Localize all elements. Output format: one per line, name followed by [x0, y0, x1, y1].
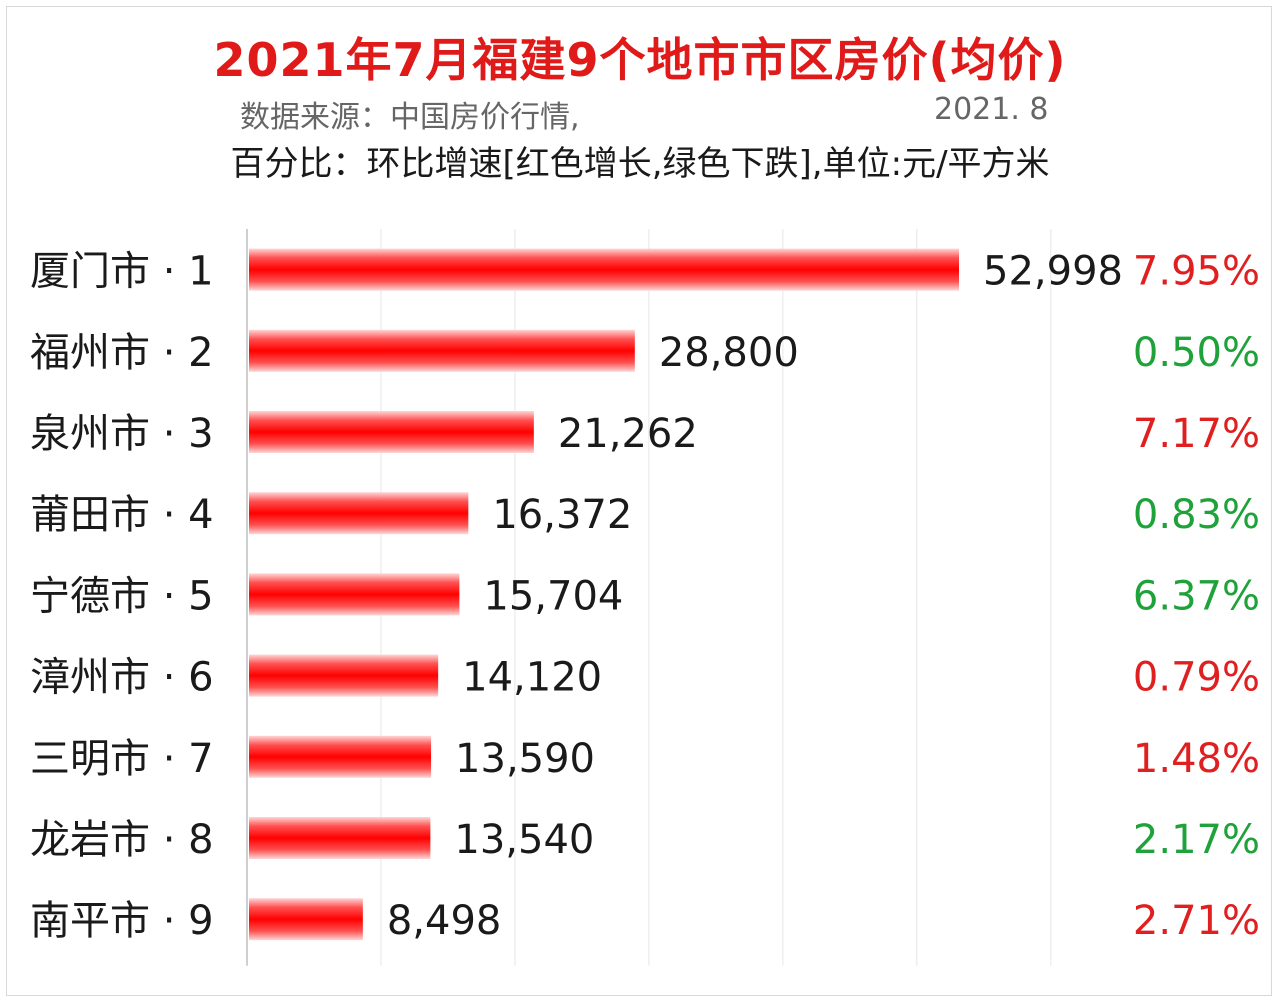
value-label: 21,262 — [558, 411, 698, 457]
chart-frame — [6, 6, 1272, 996]
value-label: 13,540 — [454, 817, 594, 863]
value-label: 15,704 — [483, 573, 623, 619]
bar — [249, 329, 635, 372]
category-label: 龙岩市 · 8 — [30, 817, 214, 863]
bar — [249, 248, 959, 291]
chart-date: 2021. 8 — [934, 92, 1049, 127]
bar — [249, 735, 432, 778]
labels: 厦门市 · 1 52,998 7.95% 福州市 · 2 28,800 0.50% 泉州市 … — [30, 249, 1260, 945]
data-source: 数据来源：中国房价行情, — [240, 100, 580, 135]
value-label: 16,372 — [492, 492, 632, 538]
value-label: 13,590 — [455, 736, 595, 782]
category-label: 三明市 · 7 — [30, 736, 214, 782]
value-label: 28,800 — [659, 330, 799, 376]
value-label: 8,498 — [387, 898, 502, 944]
percent-label: 6.37% — [1133, 573, 1260, 619]
percent-label: 1.48% — [1133, 736, 1260, 782]
category-label: 漳州市 · 6 — [30, 655, 214, 701]
value-label: 52,998 — [983, 249, 1123, 295]
bar — [249, 817, 431, 859]
percent-label: 7.17% — [1133, 411, 1260, 457]
percent-label: 2.17% — [1133, 817, 1260, 863]
bar — [249, 654, 439, 697]
percent-label: 2.71% — [1133, 898, 1260, 944]
category-label: 宁德市 · 5 — [30, 573, 214, 619]
category-label: 南平市 · 9 — [30, 898, 214, 944]
bars — [249, 248, 959, 941]
percent-label: 0.83% — [1133, 492, 1260, 538]
category-label: 泉州市 · 3 — [30, 411, 214, 457]
bar — [249, 492, 469, 535]
category-label: 福州市 · 2 — [30, 330, 214, 376]
value-label: 14,120 — [462, 655, 602, 701]
bar — [249, 573, 460, 616]
chart-title: 2021年7月福建9个地市市区房价(均价) — [213, 33, 1067, 87]
chart-subtitle: 百分比：环比增速[红色增长,绿色下跌],单位:元/平方米 — [230, 144, 1050, 184]
percent-label: 7.95% — [1133, 249, 1260, 295]
bar — [249, 411, 534, 453]
category-label: 厦门市 · 1 — [30, 249, 214, 295]
category-label: 莆田市 · 4 — [30, 492, 214, 538]
percent-label: 0.50% — [1133, 330, 1260, 376]
percent-label: 0.79% — [1133, 655, 1260, 701]
bar — [249, 898, 363, 941]
